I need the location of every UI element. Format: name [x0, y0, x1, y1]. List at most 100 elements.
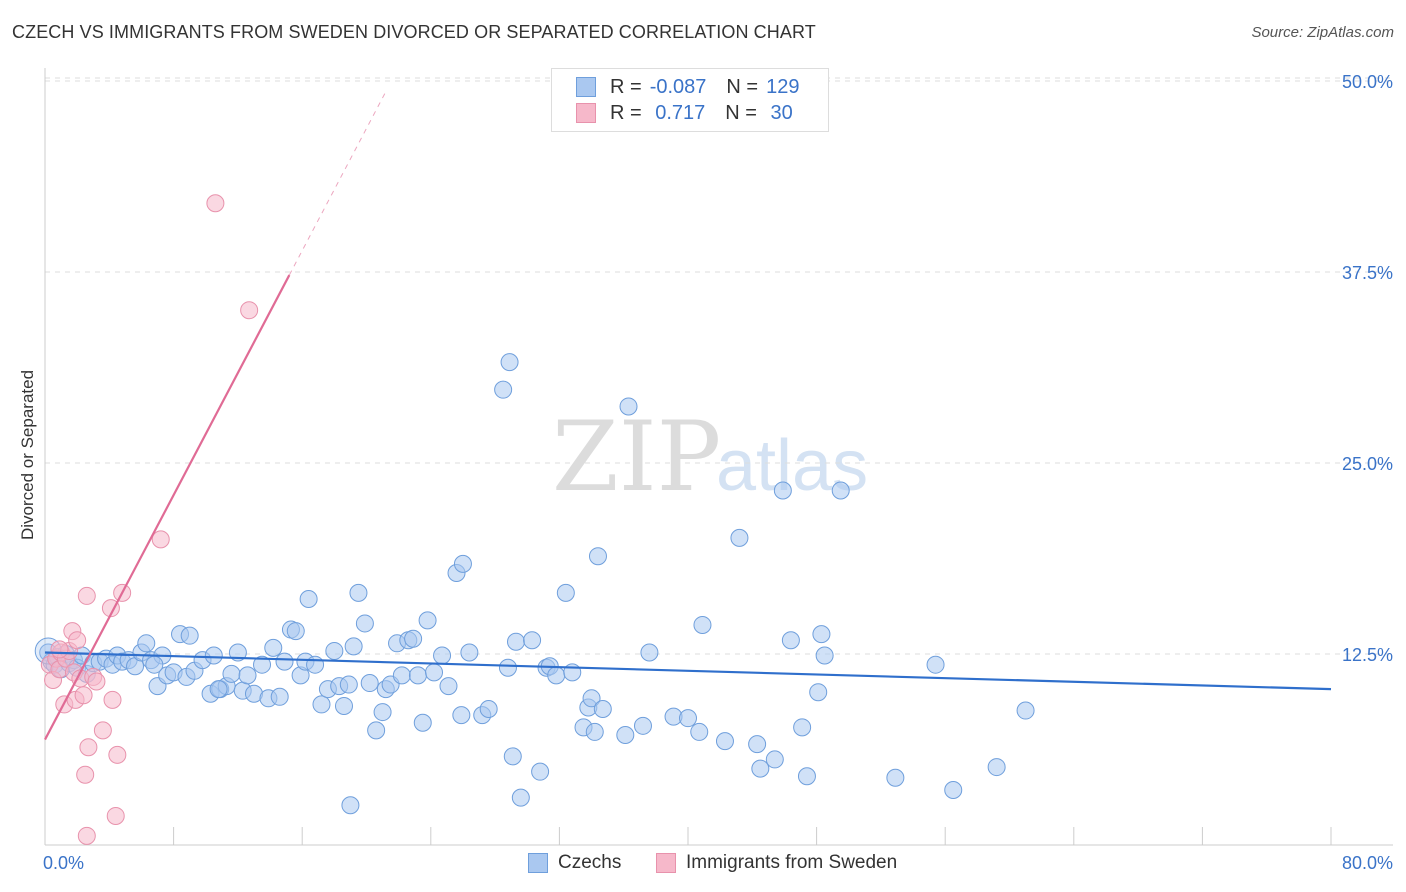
legend-swatch-blue — [576, 77, 596, 97]
czechs-point — [987, 758, 1006, 777]
czechs-point — [253, 655, 272, 674]
czechs-point — [339, 675, 358, 694]
sweden-point — [103, 690, 122, 709]
y-tick-label: 50.0% — [1342, 72, 1393, 92]
czechs-point — [503, 747, 522, 766]
czechs-point — [640, 643, 659, 662]
sweden-trend-line — [44, 274, 291, 741]
sweden-point — [74, 686, 93, 705]
czechs-point — [585, 722, 604, 741]
czechs-point — [511, 788, 530, 807]
czechs-point — [286, 622, 305, 641]
sweden-swatch — [656, 853, 676, 873]
czechs-point — [425, 663, 444, 682]
czechs-point — [439, 677, 458, 696]
legend-item-czechs: Czechs — [528, 852, 621, 874]
series-legend: Czechs Immigrants from Sweden — [0, 852, 1406, 878]
x-tick-label-max: 80.0% — [1342, 853, 1393, 873]
watermark-zip: ZIP — [552, 401, 721, 513]
legend-row-sweden: R = 0.717 N = 30 — [576, 100, 793, 126]
czechs-point — [334, 696, 353, 715]
sweden-point — [77, 586, 96, 605]
czechs-point — [452, 706, 471, 725]
czechs-point — [404, 629, 423, 648]
legend-n-label: N = — [725, 101, 757, 124]
czechs-point — [633, 716, 652, 735]
y-tick-label: 37.5% — [1342, 263, 1393, 283]
correlation-legend: R = -0.087 N = 129 R = 0.717 N = 30 — [551, 68, 829, 132]
trend-lines — [44, 91, 1332, 741]
tick-labels: 12.5% 25.0% 37.5% 50.0% 0.0% 80.0% — [43, 72, 1393, 873]
sweden-point — [50, 640, 69, 659]
czechs-point — [773, 481, 792, 500]
czechs-point — [355, 614, 374, 633]
czechs-point — [1016, 701, 1035, 720]
sweden-trend-extension — [288, 91, 387, 276]
czechs-point — [793, 718, 812, 737]
czechs-point — [264, 638, 283, 657]
czechs-point — [373, 703, 392, 722]
czechs-trend-line — [44, 651, 1332, 691]
czechs-point — [831, 481, 850, 500]
chart-title: CZECH VS IMMIGRANTS FROM SWEDEN DIVORCED… — [12, 22, 816, 42]
czechs-point — [275, 652, 294, 671]
czechs-point — [145, 655, 164, 674]
czechs-point — [299, 589, 318, 608]
czechs-point — [886, 768, 905, 787]
gridlines — [45, 77, 1393, 655]
sweden-point — [151, 530, 170, 549]
czechs-point — [344, 637, 363, 656]
czechs-point — [498, 658, 517, 677]
legend-n-label: N = — [726, 75, 759, 98]
sweden-point — [76, 765, 95, 784]
czechs-point — [209, 680, 228, 699]
czechs-point — [367, 721, 386, 740]
czechs-point — [238, 666, 257, 685]
czechs-label: Czechs — [558, 852, 622, 873]
sweden-point — [240, 301, 259, 320]
czechs-point — [781, 631, 800, 650]
sweden-point — [106, 806, 125, 825]
czechs-point — [523, 631, 542, 650]
czechs-point — [751, 759, 770, 778]
czechs-point — [453, 554, 472, 573]
czechs-point — [690, 722, 709, 741]
czechs-point — [531, 762, 550, 781]
czechs-point — [547, 666, 566, 685]
czechs-point — [228, 643, 247, 662]
czechs-point — [500, 353, 519, 372]
czechs-point — [479, 700, 498, 719]
legend-n-value: 129 — [766, 75, 800, 98]
sweden-point — [108, 745, 127, 764]
czechs-point — [408, 666, 427, 685]
czechs-point — [413, 713, 432, 732]
sweden-point — [77, 826, 96, 845]
czechs-point — [349, 583, 368, 602]
czechs-point — [341, 796, 360, 815]
czechs-point — [506, 632, 525, 651]
czechs-point — [748, 735, 767, 754]
czechs-point — [809, 683, 828, 702]
czechs-point — [693, 615, 712, 634]
sweden-point — [79, 738, 98, 757]
legend-r-label: R = — [610, 75, 642, 98]
sweden-points — [40, 194, 259, 845]
czechs-point — [180, 626, 199, 645]
legend-r-value: 0.717 — [649, 101, 706, 124]
czechs-point — [360, 674, 379, 693]
y-axis-label: Divorced or Separated — [18, 369, 37, 541]
axes — [44, 68, 1393, 846]
czechs-point — [679, 709, 697, 728]
x-tick-label-min: 0.0% — [43, 853, 84, 873]
czechs-point — [593, 700, 612, 719]
czechs-point — [418, 611, 437, 630]
czechs-point — [582, 689, 601, 708]
czechs-point — [204, 646, 223, 665]
czechs-point — [797, 767, 816, 786]
y-tick-label: 25.0% — [1342, 454, 1393, 474]
sweden-point — [206, 194, 225, 213]
sweden-point — [68, 631, 87, 650]
czechs-point — [433, 646, 452, 665]
czechs-point — [460, 643, 479, 662]
